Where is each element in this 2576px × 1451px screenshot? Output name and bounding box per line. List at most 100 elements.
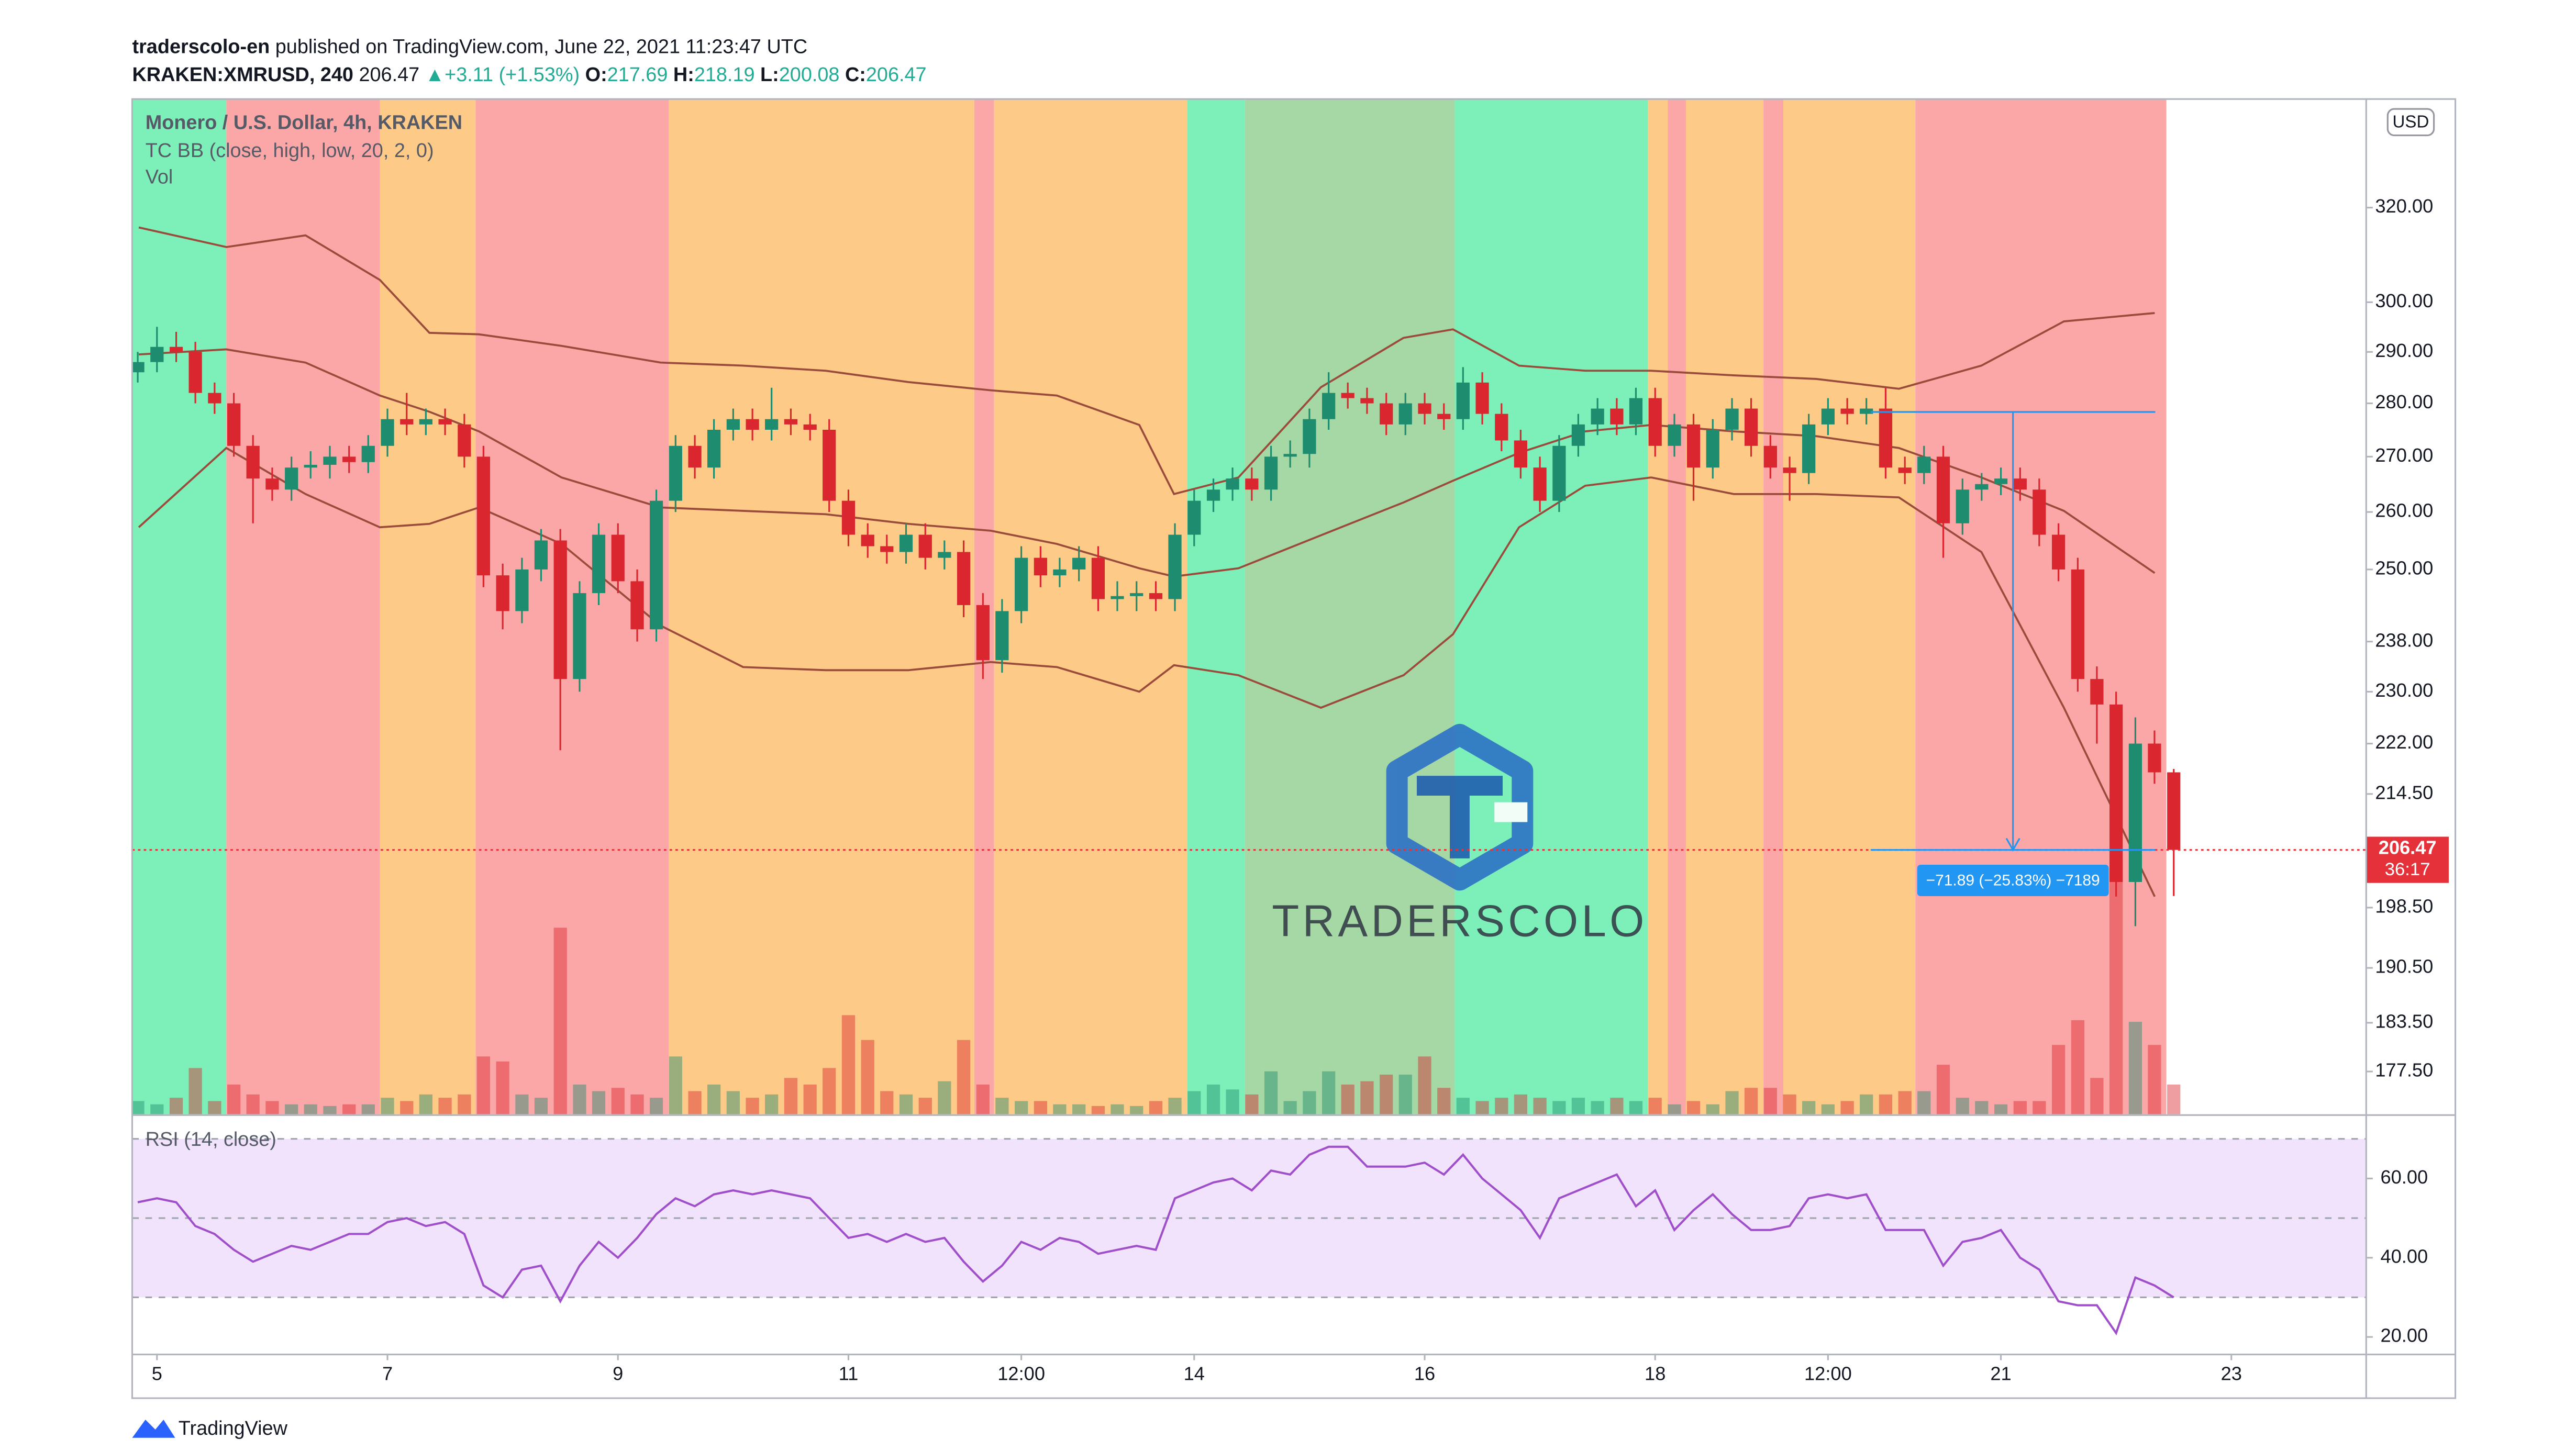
candle-body bbox=[765, 419, 779, 430]
zone bbox=[1668, 99, 1686, 1114]
y-tick-label: 214.50 bbox=[2375, 782, 2433, 803]
volume-bar bbox=[592, 1091, 606, 1114]
candle-body bbox=[1610, 408, 1624, 425]
volume-bar bbox=[1111, 1104, 1124, 1114]
candle-body bbox=[803, 424, 817, 430]
volume-bar bbox=[342, 1104, 356, 1114]
x-tick-label: 21 bbox=[1990, 1363, 2011, 1385]
x-tick-label: 23 bbox=[2221, 1363, 2242, 1385]
candle-body bbox=[1860, 408, 1873, 414]
candle-body bbox=[976, 605, 990, 661]
zone bbox=[1685, 99, 1764, 1114]
ohlc-label: L: bbox=[760, 64, 779, 86]
volume-bar bbox=[1015, 1101, 1028, 1114]
y-tick-label: 40.00 bbox=[2380, 1245, 2428, 1267]
y-tick-label: 270.00 bbox=[2375, 444, 2433, 466]
ohlc-value: 217.69 bbox=[607, 64, 668, 86]
y-tick-label: 183.50 bbox=[2375, 1011, 2433, 1032]
volume-bar bbox=[1322, 1071, 1336, 1114]
volume-bar bbox=[1821, 1104, 1835, 1114]
volume-bar bbox=[784, 1078, 798, 1114]
candle-body bbox=[938, 552, 951, 558]
candle-body bbox=[1514, 440, 1527, 468]
zone bbox=[1187, 99, 1245, 1114]
symbol: KRAKEN:XMRUSD, 240 bbox=[132, 64, 353, 86]
volume-bar bbox=[918, 1098, 932, 1114]
y-tick-label: 260.00 bbox=[2375, 500, 2433, 521]
volume-bar bbox=[2090, 1078, 2104, 1114]
volume-bar bbox=[957, 1040, 971, 1114]
candle-body bbox=[1303, 419, 1316, 454]
volume-bar bbox=[1686, 1101, 1701, 1114]
watermark: TRADERSCOLO bbox=[1272, 723, 1644, 946]
y-tick-label: 290.00 bbox=[2375, 340, 2433, 361]
candle-body bbox=[1091, 557, 1105, 599]
measure-label: −71.89 (−25.83%) −7189 bbox=[1926, 872, 2100, 889]
volume-bar bbox=[304, 1104, 317, 1114]
candle-body bbox=[2033, 489, 2046, 535]
volume-bar bbox=[861, 1040, 874, 1114]
rsi-plot bbox=[137, 1145, 2174, 1336]
volume-bar bbox=[1437, 1088, 1451, 1114]
header-line: traderscolo-en published on TradingView.… bbox=[132, 36, 807, 58]
candle-body bbox=[1956, 489, 1969, 523]
x-tick-label: 18 bbox=[1645, 1363, 1665, 1385]
volume-bar bbox=[1879, 1094, 1893, 1114]
y-tick-label: 230.00 bbox=[2375, 679, 2433, 701]
candle-body bbox=[823, 430, 836, 501]
candle-body bbox=[1975, 484, 1989, 490]
last-price: 206.47 bbox=[359, 64, 419, 86]
zone bbox=[669, 99, 974, 1114]
volume-bar bbox=[707, 1084, 721, 1114]
candle-body bbox=[1034, 557, 1047, 576]
zone bbox=[1454, 99, 1648, 1114]
brand-name: TradingView bbox=[179, 1417, 288, 1439]
symbol-line: KRAKEN:XMRUSD, 240 206.47 ▲+3.11 (+1.53%… bbox=[132, 64, 926, 86]
candle-body bbox=[169, 347, 183, 352]
candle-body bbox=[592, 534, 606, 594]
volume-bar bbox=[400, 1101, 414, 1114]
y-tick-label: 238.00 bbox=[2375, 629, 2433, 651]
candle-body bbox=[1322, 393, 1336, 419]
volume-bar bbox=[1514, 1094, 1527, 1114]
volume-bar bbox=[823, 1068, 836, 1114]
x-tick-label: 11 bbox=[839, 1363, 859, 1385]
measure-box bbox=[1917, 865, 2109, 896]
candle-body bbox=[1149, 593, 1163, 599]
candle-body bbox=[515, 569, 529, 611]
volume-bar bbox=[188, 1068, 202, 1114]
volume-bar bbox=[1610, 1098, 1624, 1114]
volume-bar bbox=[1495, 1098, 1508, 1114]
brand-logo bbox=[132, 1420, 175, 1438]
candle-body bbox=[1552, 445, 1566, 501]
volume-bar bbox=[323, 1106, 337, 1114]
volume-bar bbox=[765, 1094, 779, 1114]
candle-body bbox=[419, 419, 432, 425]
candle-body bbox=[208, 393, 221, 404]
volume-bar bbox=[208, 1101, 221, 1114]
candle-body bbox=[1072, 557, 1086, 570]
candle-body bbox=[1802, 424, 1816, 473]
volume-bar bbox=[515, 1094, 529, 1114]
volume-bar bbox=[2033, 1101, 2046, 1114]
bollinger-upper bbox=[138, 226, 2155, 496]
logo-hexagon bbox=[1386, 723, 1534, 891]
candle-body bbox=[1917, 456, 1931, 473]
logo-gap bbox=[1494, 802, 1528, 822]
price-plot: −71.89 (−25.83%) −7189 bbox=[132, 226, 2367, 1114]
volume-bar bbox=[1456, 1098, 1470, 1114]
candle-body bbox=[1398, 403, 1412, 425]
volume-bar bbox=[1533, 1098, 1547, 1114]
y-tick-label: 190.50 bbox=[2375, 956, 2433, 977]
candle-body bbox=[1879, 408, 1893, 468]
volume-bar bbox=[1860, 1094, 1873, 1114]
volume-bar bbox=[458, 1094, 471, 1114]
currency-box[interactable] bbox=[2386, 108, 2435, 137]
candle-body bbox=[861, 534, 874, 546]
candle-body bbox=[995, 611, 1009, 661]
candle-body bbox=[707, 430, 721, 468]
candle-body bbox=[553, 540, 567, 679]
volume-bar bbox=[746, 1098, 759, 1114]
volume-bar bbox=[2013, 1101, 2027, 1114]
x-tick-label: 12:00 bbox=[1804, 1363, 1852, 1385]
